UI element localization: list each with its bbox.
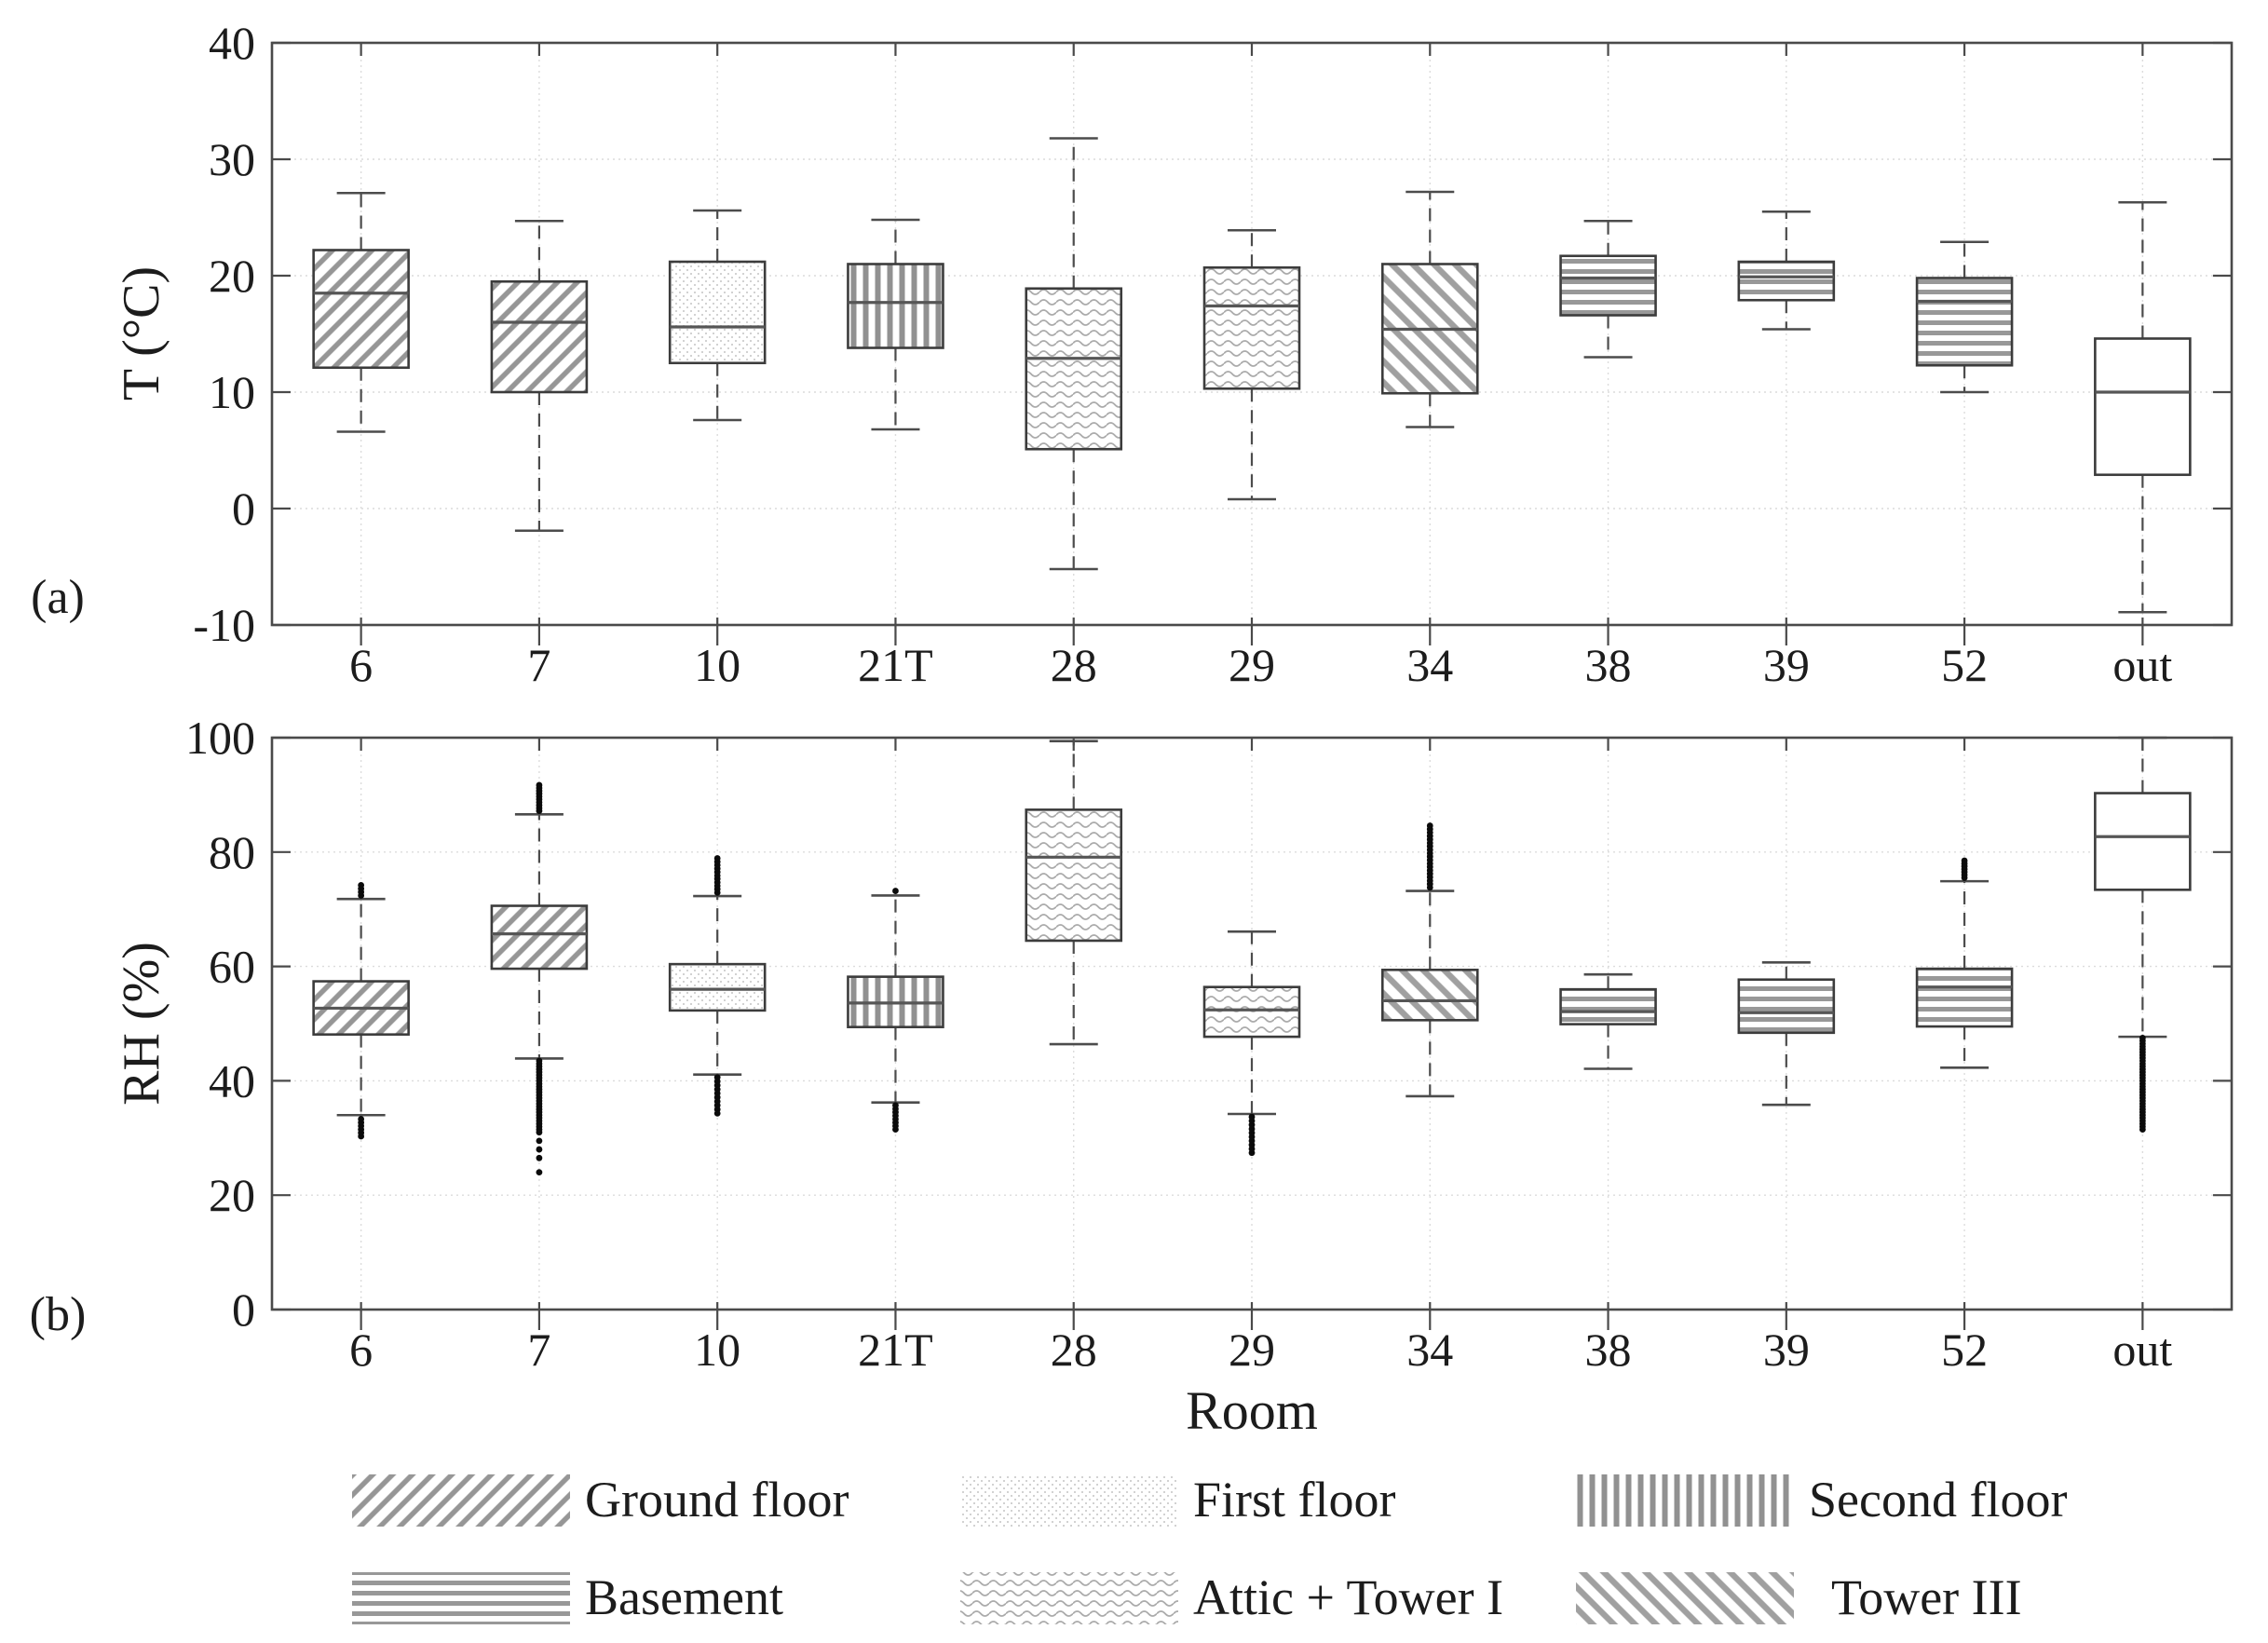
panel-b-y-axis-title: RH (%) <box>113 942 170 1106</box>
legend-label: Ground floor <box>585 1472 849 1528</box>
x-tick-label-21T: 21T <box>858 1324 933 1376</box>
x-tick-label-28: 28 <box>1051 639 1097 691</box>
box-out <box>2094 792 2192 891</box>
box-52 <box>1915 967 2014 1028</box>
box-52 <box>1915 277 2014 367</box>
x-tick-label-38: 38 <box>1585 1324 1632 1376</box>
x-tick-label-28: 28 <box>1051 1324 1097 1376</box>
outlier-dot-7 <box>536 1146 543 1153</box>
outlier-dot-out <box>2139 1034 2146 1041</box>
y-tick-label: 100 <box>185 712 255 764</box>
box-21T <box>847 263 944 349</box>
panel-a-plot: -10 0 10 20 30 40 6 7 10 21T 28 29 34 38 39 52 out <box>193 17 2234 691</box>
box-6 <box>312 249 410 370</box>
outlier-dot-7 <box>536 1169 543 1176</box>
outlier-dot-21T <box>892 1102 899 1109</box>
x-tick-label-7: 7 <box>527 639 550 691</box>
box-7 <box>490 279 589 394</box>
x-tick-label-10: 10 <box>694 1324 740 1376</box>
x-tick-label-39: 39 <box>1763 1324 1810 1376</box>
box-39 <box>1737 260 1836 302</box>
box-38 <box>1559 254 1657 317</box>
x-axis-title: Room <box>1186 1380 1318 1441</box>
panel-b-plot: 0 20 40 60 80 100 6 7 10 21T 28 29 34 38 39 52 out <box>185 712 2234 1376</box>
second-floor-swatch <box>1576 1474 1794 1527</box>
legend-item-ground-floor: Ground floor <box>352 1472 849 1528</box>
x-tick-label-38: 38 <box>1585 639 1632 691</box>
box-38 <box>1559 987 1657 1025</box>
ground-floor-swatch <box>352 1474 570 1527</box>
outlier-dot-7 <box>536 781 543 789</box>
legend-label: Second floor <box>1809 1472 2067 1528</box>
x-tick-label-39: 39 <box>1763 639 1810 691</box>
legend-item-basement: Basement <box>352 1569 783 1625</box>
y-tick-label: 60 <box>209 941 255 993</box>
box-28 <box>1025 287 1123 451</box>
box-7 <box>490 904 589 971</box>
box-28 <box>1025 808 1123 943</box>
y-tick-label: 30 <box>209 133 255 185</box>
panel-a-y-axis-title: T (°C) <box>113 266 170 401</box>
y-tick-label: 40 <box>209 1054 255 1107</box>
outlier-dot-6 <box>358 882 365 889</box>
first-floor-swatch <box>960 1474 1178 1527</box>
box-29 <box>1202 265 1301 390</box>
x-tick-label-out: out <box>2112 1324 2172 1376</box>
x-tick-label-29: 29 <box>1229 639 1275 691</box>
y-tick-label: 80 <box>209 826 255 878</box>
outlier-dot-10 <box>713 1074 721 1081</box>
x-tick-label-7: 7 <box>527 1324 550 1376</box>
basement-swatch <box>352 1572 570 1624</box>
outlier-dot-10 <box>713 855 721 862</box>
outlier-dot-7 <box>536 1137 543 1145</box>
y-tick-label: 40 <box>209 17 255 69</box>
box-10 <box>668 260 767 365</box>
outlier-dot-7 <box>536 1154 543 1161</box>
x-tick-label-34: 34 <box>1406 639 1453 691</box>
box-34 <box>1380 968 1479 1022</box>
box-29 <box>1202 985 1301 1039</box>
outlier-dot-34 <box>1426 822 1433 829</box>
y-tick-label: 0 <box>232 1283 255 1336</box>
panel-b-letter: (b) <box>30 1288 87 1341</box>
x-tick-label-29: 29 <box>1229 1324 1275 1376</box>
outlier-dot-21T <box>892 888 899 894</box>
box-39 <box>1737 978 1836 1035</box>
legend-label: Tower III <box>1831 1569 2022 1625</box>
legend-item-tower3: Tower III <box>1576 1569 2022 1625</box>
tower3-swatch <box>1576 1572 1794 1624</box>
outlier-dot-29 <box>1248 1113 1256 1120</box>
box-10 <box>668 962 767 1012</box>
box-out <box>2094 337 2192 477</box>
y-tick-label: 20 <box>209 1169 255 1221</box>
y-tick-label: 20 <box>209 250 255 302</box>
x-tick-label-52: 52 <box>1941 1324 1988 1376</box>
x-tick-label-21T: 21T <box>858 639 933 691</box>
legend-label: Basement <box>585 1569 783 1625</box>
attic-tower1-swatch <box>960 1572 1178 1624</box>
legend-item-second-floor: Second floor <box>1576 1472 2067 1528</box>
y-tick-label: -10 <box>193 599 255 651</box>
x-tick-label-6: 6 <box>349 1324 373 1376</box>
legend-item-attic-tower1: Attic + Tower I <box>960 1569 1503 1625</box>
legend-label: First floor <box>1193 1472 1396 1528</box>
x-tick-label-out: out <box>2112 639 2172 691</box>
x-tick-label-6: 6 <box>349 639 373 691</box>
legend: Ground floor First floor Second floor Ba… <box>352 1472 2067 1625</box>
y-tick-label: 10 <box>209 366 255 418</box>
outlier-dot-52 <box>1961 857 1968 864</box>
x-tick-label-52: 52 <box>1941 639 1988 691</box>
y-tick-label: 0 <box>232 482 255 535</box>
panel-a-letter: (a) <box>31 571 85 624</box>
outlier-dot-6 <box>358 1116 365 1122</box>
legend-label: Attic + Tower I <box>1193 1569 1503 1625</box>
legend-item-first-floor: First floor <box>960 1472 1396 1528</box>
x-tick-label-34: 34 <box>1406 1324 1453 1376</box>
x-tick-label-10: 10 <box>694 639 740 691</box>
outlier-dot-7 <box>536 1057 543 1065</box>
